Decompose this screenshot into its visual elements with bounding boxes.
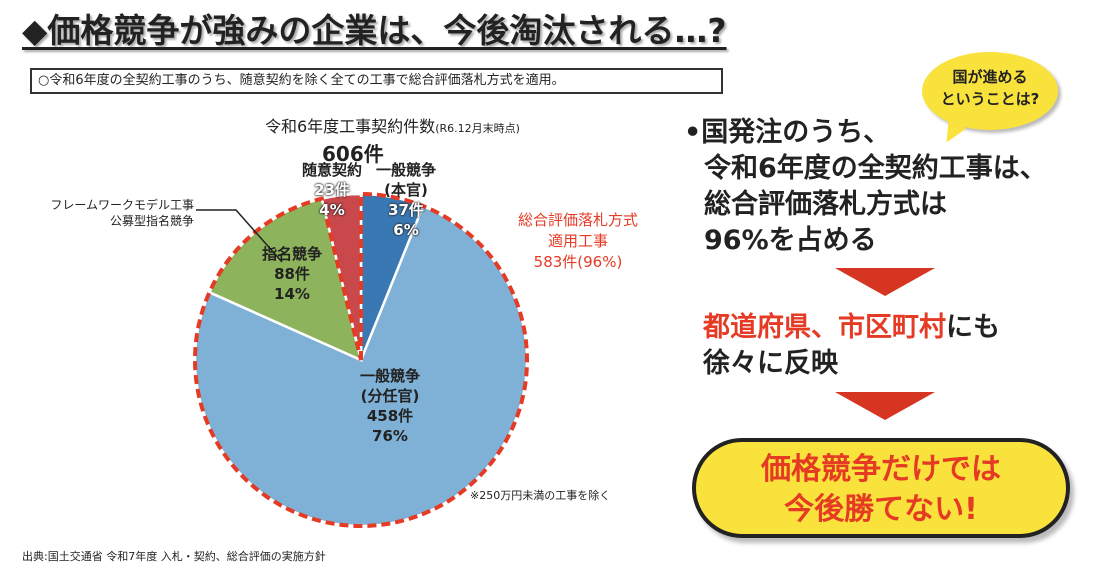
label-zuii: 随意契約 23件 4%	[302, 160, 362, 220]
framework-line2: 公募型指名競争	[109, 214, 194, 228]
highlight-line1: 総合評価落札方式	[517, 211, 638, 229]
down-arrow-icon	[835, 268, 935, 296]
highlight-label: 総合評価落札方式 適用工事 583件(96%)	[498, 210, 658, 273]
reflect-line2: 徐々に反映	[703, 348, 838, 379]
highlight-outline	[193, 191, 529, 528]
conclusion-box: 価格競争だけでは 今後勝てない!	[692, 438, 1070, 538]
reflect-rest: にも	[946, 312, 1000, 343]
reflect-red: 都道府県、市区町村	[703, 312, 946, 343]
label-shimei-count: 88件	[274, 265, 310, 283]
chart-subtitle: (R6.12月末時点)	[435, 122, 520, 135]
label-honkan-sub: (本官)	[384, 181, 428, 199]
conclusion-line2: 今後勝てない!	[784, 492, 978, 527]
highlight-line2: 適用工事	[547, 232, 608, 250]
label-shimei-pct: 14%	[274, 285, 310, 303]
label-bunnin-name: 一般競争	[360, 367, 421, 385]
chart-footnote: ※250万円未満の工事を除く	[470, 489, 611, 502]
label-honkan-name: 一般競争	[376, 161, 437, 179]
source-note: 出典:国土交通省 令和7年度 入札・契約、総合評価の実施方針	[22, 550, 326, 563]
page-title: ◆価格競争が強みの企業は、今後淘汰される…?	[22, 11, 727, 50]
highlight-line3: 583件(96%)	[533, 253, 623, 271]
note-box: ○令和6年度の全契約工事のうち、随意契約を除く全ての工事で総合評価落札方式を適用…	[30, 68, 723, 94]
down-arrow-icon	[835, 392, 935, 420]
label-zuii-count: 23件	[314, 181, 350, 199]
label-bunnin-sub: (分任官)	[360, 387, 420, 405]
label-zuii-pct: 4%	[319, 201, 345, 219]
key-points: •国発注のうち、 令和6年度の全契約工事は、 総合評価落札方式は 96%を占める	[684, 115, 1047, 259]
framework-leader-line	[196, 209, 283, 263]
conclusion-line1: 価格競争だけでは	[761, 452, 1001, 487]
framework-callout: フレームワークモデル工事 公募型指名競争	[36, 197, 194, 229]
label-honkan: 一般競争 (本官) 37件 6%	[376, 160, 436, 240]
bubble-line2: ということは?	[940, 90, 1040, 108]
speech-bubble: 国が進める ということは?	[922, 52, 1058, 130]
chart-title: 令和6年度工事契約件数(R6.12月末時点)	[265, 113, 520, 137]
point-line2: 令和6年度の全契約工事は、	[704, 153, 1047, 184]
pie-chart	[193, 191, 529, 528]
framework-line1: フレームワークモデル工事	[50, 198, 194, 212]
bubble-line1: 国が進める	[952, 68, 1028, 86]
total-label: 606件	[322, 142, 384, 166]
label-bunnin-count: 458件	[366, 407, 414, 425]
label-honkan-pct: 6%	[393, 221, 419, 239]
label-zuii-name: 随意契約	[302, 161, 363, 179]
label-honkan-count: 37件	[388, 201, 424, 219]
label-shimei: 指名競争 88件 14%	[262, 244, 322, 304]
point-line1: •国発注のうち、	[684, 117, 891, 148]
point-line4: 96%を占める	[704, 225, 877, 256]
chart-title-text: 令和6年度工事契約件数	[265, 117, 436, 136]
point-line3: 総合評価落札方式は	[704, 189, 947, 220]
label-bunnin-pct: 76%	[372, 427, 408, 445]
reflect-text: 都道府県、市区町村にも 徐々に反映	[703, 310, 1000, 382]
label-bunnin: 一般競争 (分任官) 458件 76%	[360, 366, 420, 446]
label-shimei-name: 指名競争	[262, 245, 323, 263]
